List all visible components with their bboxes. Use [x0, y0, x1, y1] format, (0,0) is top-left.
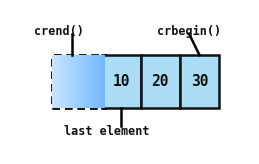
Text: 20: 20	[152, 74, 169, 89]
FancyBboxPatch shape	[102, 55, 141, 108]
Text: 10: 10	[112, 74, 130, 89]
Text: crend(): crend()	[33, 25, 83, 38]
Text: 30: 30	[191, 74, 208, 89]
Text: last element: last element	[64, 125, 149, 138]
Text: crbegin(): crbegin()	[157, 25, 221, 38]
FancyBboxPatch shape	[52, 55, 105, 108]
FancyBboxPatch shape	[141, 55, 180, 108]
FancyBboxPatch shape	[180, 55, 219, 108]
